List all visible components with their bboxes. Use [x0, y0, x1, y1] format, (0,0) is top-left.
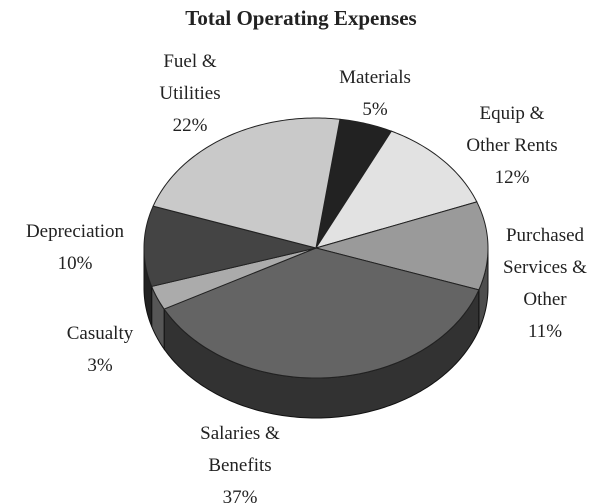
- value-label: 37%: [222, 487, 258, 504]
- category-label: Casualty: [66, 323, 134, 344]
- pie-slice: [314, 130, 478, 249]
- slice-label: Materials 5%: [295, 62, 455, 126]
- chart-title: Total Operating Expenses: [185, 6, 417, 30]
- slice-label: Casualty 3%: [20, 318, 180, 382]
- category-label: Materials: [339, 67, 411, 88]
- slice-label: Equip & Other Rents 12%: [432, 98, 592, 194]
- slice-label: Purchased Services & Other 11%: [465, 220, 602, 348]
- pie-slice: [314, 201, 489, 291]
- pie-slice: [143, 205, 317, 288]
- slice-label: Depreciation 10%: [0, 216, 155, 280]
- category-label: Purchased Services & Other: [503, 225, 587, 310]
- pie-slice: [150, 247, 317, 310]
- category-label: Depreciation: [25, 221, 125, 242]
- value-label: 11%: [527, 321, 563, 342]
- slice-label: Salaries & Benefits 37%: [160, 418, 320, 504]
- slice-label: Fuel & Utilities 22%: [110, 46, 270, 142]
- pie-slice: [152, 117, 341, 249]
- category-label: Salaries & Benefits: [200, 423, 280, 476]
- value-label: 5%: [362, 99, 388, 120]
- pie-slice: [163, 247, 480, 379]
- value-label: 10%: [57, 253, 93, 274]
- category-label: Fuel & Utilities: [159, 51, 221, 104]
- value-label: 22%: [172, 115, 208, 136]
- value-label: 12%: [494, 167, 530, 188]
- pie-slice: [315, 118, 393, 249]
- value-label: 3%: [87, 355, 113, 376]
- category-label: Equip & Other Rents: [466, 103, 558, 156]
